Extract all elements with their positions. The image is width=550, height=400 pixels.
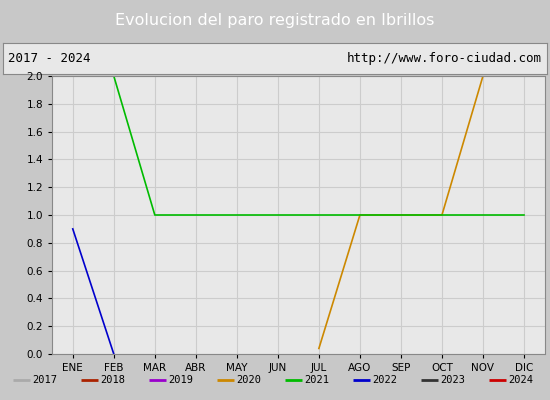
Text: 2019: 2019 <box>168 375 193 386</box>
Text: 2018: 2018 <box>100 375 125 386</box>
Text: 2017 - 2024: 2017 - 2024 <box>8 52 91 65</box>
Text: 2021: 2021 <box>304 375 329 386</box>
Text: 2022: 2022 <box>372 375 397 386</box>
Text: 2020: 2020 <box>236 375 261 386</box>
Text: 2017: 2017 <box>32 375 57 386</box>
Text: 2024: 2024 <box>508 375 534 386</box>
Text: http://www.foro-ciudad.com: http://www.foro-ciudad.com <box>347 52 542 65</box>
Text: Evolucion del paro registrado en Ibrillos: Evolucion del paro registrado en Ibrillo… <box>116 14 435 28</box>
Text: 2023: 2023 <box>441 375 465 386</box>
